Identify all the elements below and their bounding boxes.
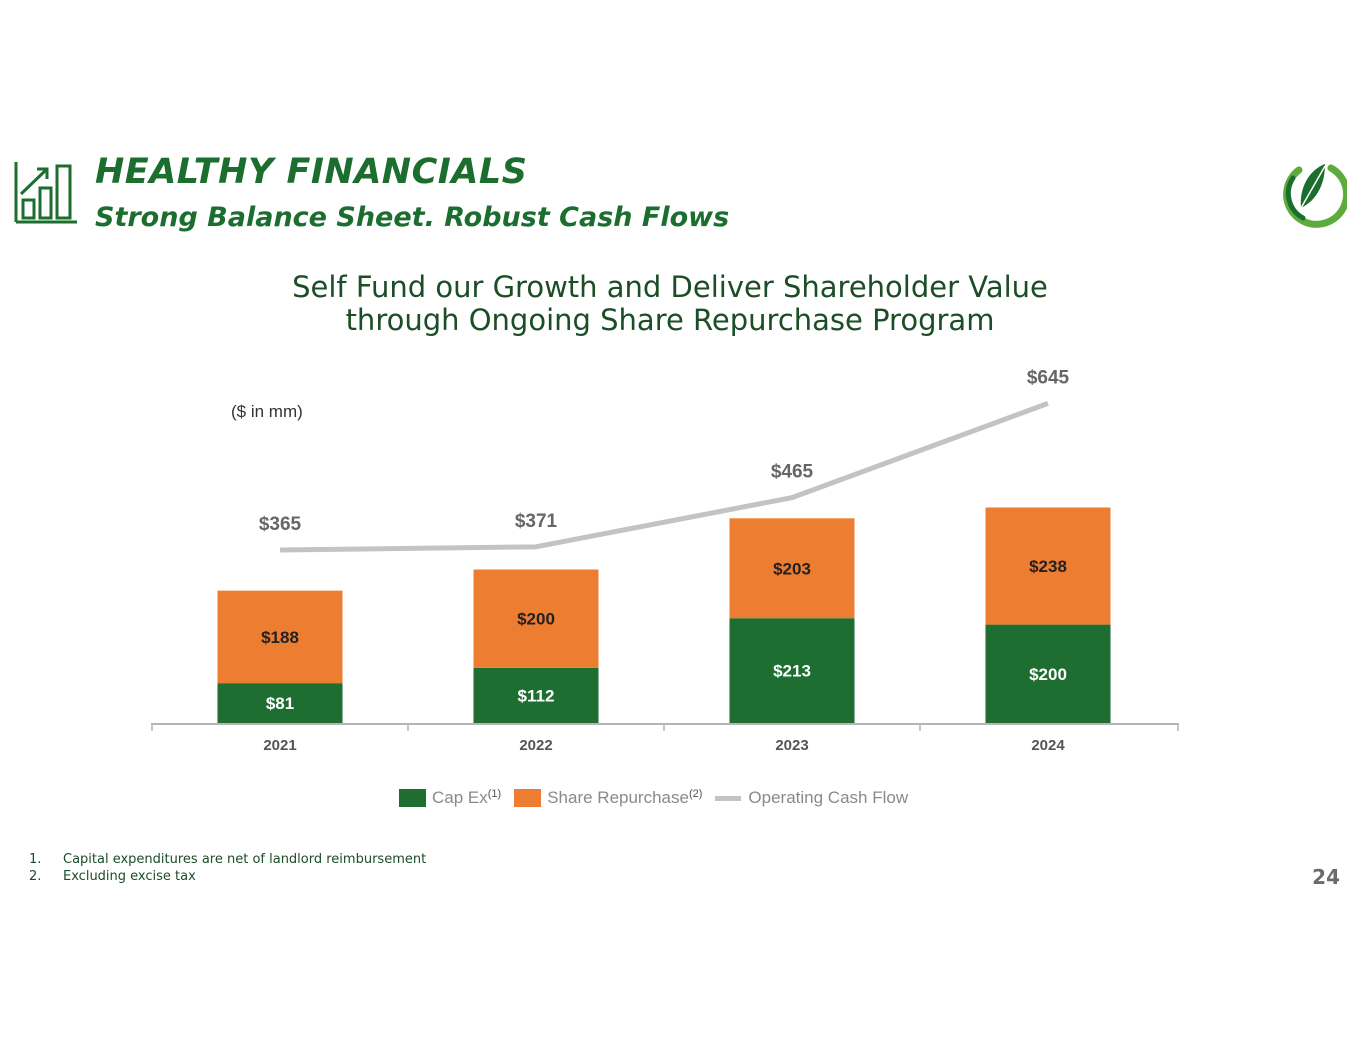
label-operating-cash-flow-2021: $365 — [259, 514, 302, 535]
bar-cap-ex-2021 — [217, 683, 343, 723]
page-number: 24 — [1312, 865, 1340, 889]
category-label-2021: 2021 — [263, 737, 296, 754]
label-share-repurchase-2021: $188 — [261, 628, 299, 647]
label-cap-ex-2021: $81 — [266, 694, 294, 713]
label-operating-cash-flow-2023: $465 — [771, 462, 814, 483]
bar-cap-ex-2023 — [729, 618, 855, 723]
headline-line-1: Self Fund our Growth and Deliver Shareho… — [292, 270, 1048, 304]
page-subtitle: Strong Balance Sheet. Robust Cash Flows — [95, 202, 730, 233]
footnotes: 1. Capital expenditures are net of landlo… — [29, 852, 426, 885]
footnote-1: 1. Capital expenditures are net of landlo… — [29, 852, 427, 867]
legend-label-share-repurchase: Share Repurchase — [547, 788, 689, 807]
legend-swatch-operating-cash-flow — [715, 795, 742, 801]
legend-item-share-repurchase: Share Repurchase (2) — [514, 788, 702, 808]
label-operating-cash-flow-2022: $371 — [515, 511, 558, 532]
headline-line-2: through Ongoing Share Repurchase Program — [345, 303, 995, 337]
category-label-2024: 2024 — [1031, 737, 1065, 754]
page-title: HEALTHY FINANCIALS — [95, 152, 528, 192]
label-share-repurchase-2024: $238 — [1029, 557, 1067, 576]
label-share-repurchase-2023: $203 — [773, 559, 811, 578]
label-cap-ex-2024: $200 — [1029, 665, 1067, 684]
label-operating-cash-flow-2024: $645 — [1027, 367, 1070, 388]
bar-cap-ex-2022 — [473, 667, 599, 723]
legend-sup-cap-ex: (1) — [487, 788, 502, 800]
legend-sup-share-repurchase: (2) — [688, 788, 703, 800]
bar-share-repurchase-2021 — [217, 590, 343, 684]
chart-legend: Cap Ex (1) Share Repurchase (2) Operating … — [399, 787, 921, 809]
bar-share-repurchase-2024 — [985, 507, 1111, 625]
legend-label-operating-cash-flow: Operating Cash Flow — [748, 788, 909, 807]
bar-share-repurchase-2022 — [473, 569, 599, 668]
legend-item-operating-cash-flow: Operating Cash Flow — [715, 788, 908, 808]
bar-share-repurchase-2023 — [729, 518, 855, 619]
bar-cap-ex-2024 — [985, 624, 1111, 723]
legend-item-cap-ex: Cap Ex (1) — [399, 788, 501, 808]
footnote-2: 2. Excluding excise tax — [29, 868, 196, 884]
bar-chart-growth-icon — [14, 162, 77, 224]
cash-flow-chart: ($ in mm) $81 $188 $112 $200 $213 $203 $200 $23… — [151, 367, 1179, 754]
legend-swatch-share-repurchase — [514, 789, 542, 807]
category-label-2023: 2023 — [775, 737, 808, 754]
label-share-repurchase-2022: $200 — [517, 610, 555, 629]
legend-label-cap-ex: Cap Ex — [432, 788, 488, 807]
company-leaf-logo — [1283, 164, 1347, 228]
legend-swatch-cap-ex — [399, 789, 426, 807]
label-cap-ex-2023: $213 — [773, 662, 811, 681]
line-operating-cash-flow — [279, 401, 1049, 553]
chart-unit-label: ($ in mm) — [231, 402, 303, 421]
label-cap-ex-2022: $112 — [518, 686, 555, 705]
category-label-2022: 2022 — [519, 737, 552, 754]
